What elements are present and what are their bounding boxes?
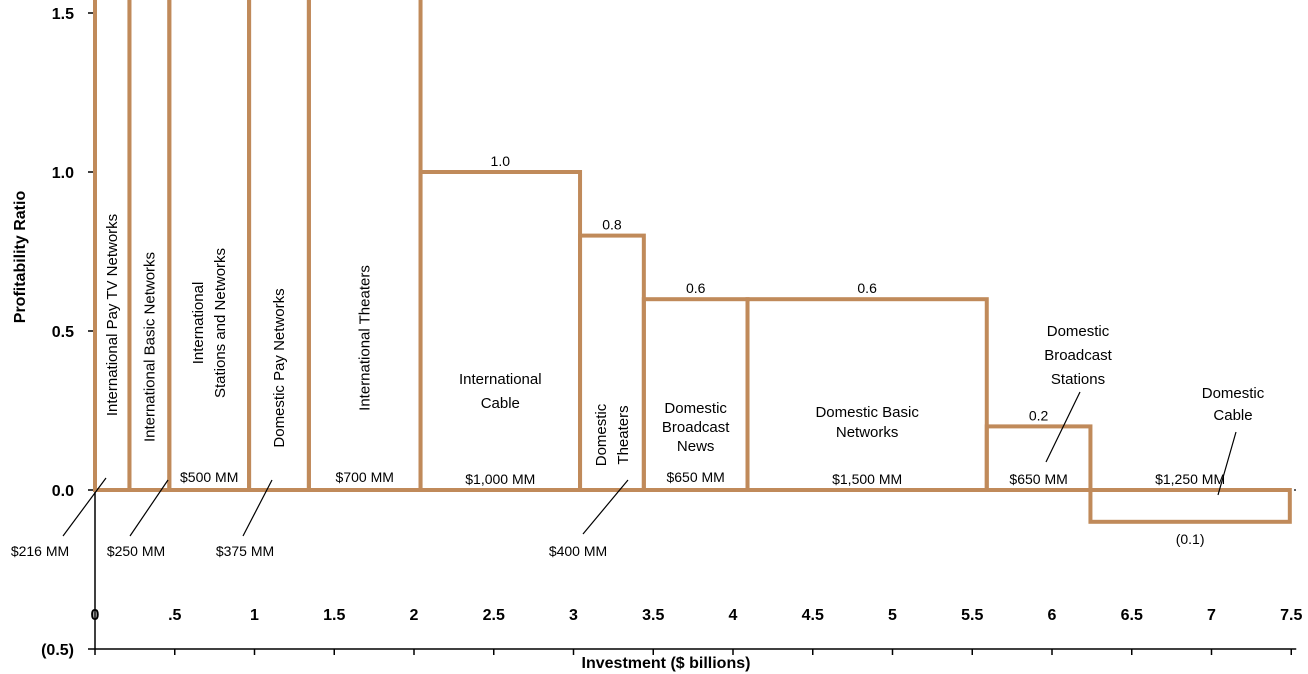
bar [306, 0, 423, 492]
category-label: Broadcast [1044, 347, 1112, 364]
bar [418, 170, 583, 492]
ratio-label: 0.6 [857, 280, 877, 296]
category-label: International Theaters [357, 265, 374, 411]
y-tick-label: (0.5) [41, 642, 74, 659]
category-label: Domestic [1202, 385, 1265, 402]
leader-line [1217, 431, 1237, 496]
category-label: Stations [1051, 371, 1105, 388]
category-label: Cable [481, 395, 520, 412]
ratio-label: 0.6 [686, 280, 706, 296]
investment-label: $650 MM [1009, 471, 1067, 487]
leader-line [582, 479, 629, 535]
bar-labels: 2.51.81.81.61.61.00.80.60.60.2(0.1)Inter… [11, 153, 1265, 559]
investment-label: $250 MM [107, 543, 165, 559]
investment-label: $650 MM [666, 469, 724, 485]
category-label: Domestic Pay Networks [271, 288, 288, 447]
investment-label: $1,250 MM [1155, 471, 1225, 487]
ratio-label: 0.2 [1029, 407, 1049, 423]
investment-label: $216 MM [11, 543, 69, 559]
leader-line [1045, 391, 1081, 463]
x-tick-label: 5.5 [961, 607, 983, 624]
x-tick-label: 1.5 [323, 607, 345, 624]
leader-line [129, 479, 169, 537]
y-tick-label: 1.0 [52, 165, 74, 182]
investment-label: $400 MM [549, 543, 607, 559]
bar [984, 424, 1093, 492]
category-label: International Pay TV Networks [104, 214, 121, 416]
x-tick-label: 4 [729, 607, 738, 624]
category-label: Cable [1213, 407, 1252, 424]
category-label: Domestic Basic [815, 404, 919, 421]
bar [641, 297, 750, 493]
category-label: Domestic [664, 400, 727, 417]
x-tick-label: .5 [168, 607, 181, 624]
leader-line [62, 477, 107, 537]
x-tick-label: 5 [888, 607, 897, 624]
x-tick-label: 4.5 [802, 607, 824, 624]
investment-label: $1,500 MM [832, 471, 902, 487]
x-tick-label: 2 [410, 607, 419, 624]
x-tick-label: 1 [250, 607, 259, 624]
x-tick-label: 7 [1207, 607, 1216, 624]
bar [745, 297, 989, 493]
y-axis-title: Profitability Ratio [12, 191, 29, 324]
x-tick-label: 7.5 [1280, 607, 1302, 624]
x-tick-label: 3 [569, 607, 578, 624]
category-label: Domestic [593, 403, 610, 466]
category-label: International Basic Networks [141, 252, 158, 442]
investment-label: $700 MM [336, 469, 394, 485]
category-label: Broadcast [662, 419, 730, 436]
ratio-label: 0.8 [602, 217, 622, 233]
x-tick-label: 0 [91, 607, 100, 624]
bar [578, 233, 646, 492]
investment-label: $375 MM [216, 543, 274, 559]
category-label: Theaters [615, 405, 632, 464]
category-label: International [190, 282, 207, 365]
x-tick-label: 2.5 [483, 607, 505, 624]
ratio-label: (0.1) [1176, 531, 1205, 547]
category-label: Stations and Networks [212, 248, 229, 398]
ratio-label: 1.0 [491, 153, 511, 169]
y-tick-label: 1.5 [52, 6, 74, 23]
x-tick-label: 6 [1048, 607, 1057, 624]
y-tick-label: 0.0 [52, 483, 74, 500]
category-label: News [677, 438, 715, 455]
bars [93, 0, 1292, 524]
investment-label: $500 MM [180, 469, 238, 485]
y-tick-label: 0.5 [52, 324, 74, 341]
x-axis-title: Investment ($ billions) [582, 655, 751, 672]
axes: 3.02.52.01.51.00.50.0(0.5)0.511.522.533.… [41, 0, 1302, 659]
x-tick-label: 6.5 [1121, 607, 1143, 624]
investment-label: $1,000 MM [465, 471, 535, 487]
category-label: Networks [836, 424, 899, 441]
leader-line [242, 479, 273, 537]
category-label: Domestic [1047, 323, 1110, 340]
category-label: International [459, 371, 542, 388]
x-tick-label: 3.5 [642, 607, 664, 624]
bar [1088, 488, 1292, 524]
bar [167, 0, 252, 493]
